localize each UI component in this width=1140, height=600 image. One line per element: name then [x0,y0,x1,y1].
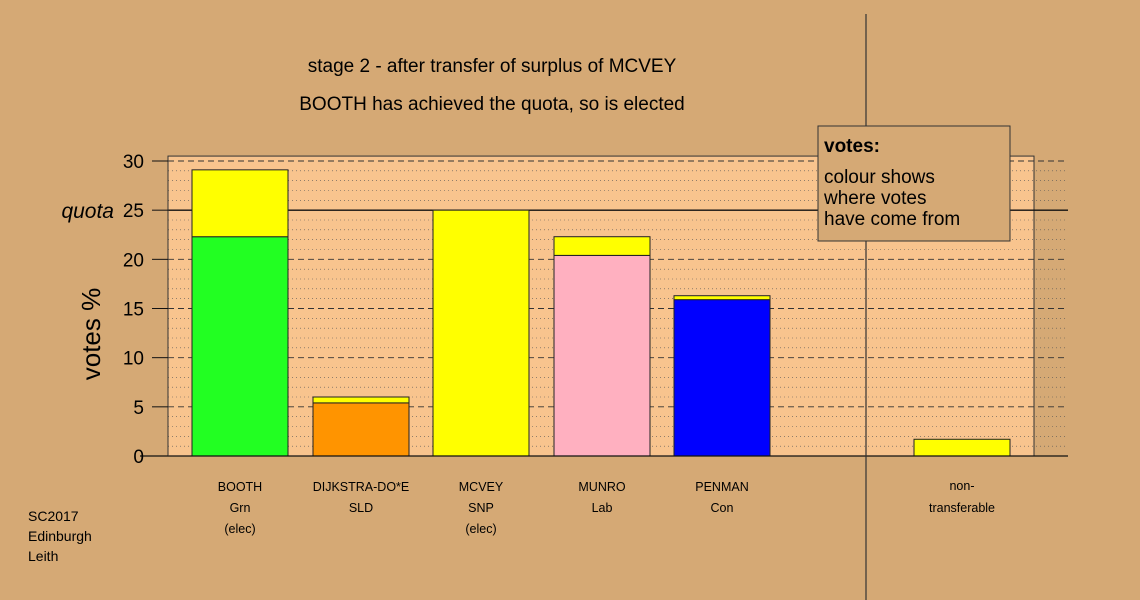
bar-segment [312,396,410,404]
candidate-label: SLD [349,501,373,515]
candidate-label: BOOTH [218,480,262,494]
bar-segment [553,254,651,457]
bar-segment [673,299,771,457]
candidate-label: Con [711,501,734,515]
y-axis-label: votes % [76,288,106,381]
bar-segment [191,169,289,238]
footer-election: SC2017 [28,508,79,524]
candidate-label: Grn [230,501,251,515]
y-tick-label: 25 [123,201,144,222]
legend-title: votes: [824,136,880,157]
candidate-label: (elec) [465,522,496,536]
candidate-label: Lab [592,501,613,515]
y-tick-label: 30 [123,152,144,173]
legend-line: colour shows [824,167,935,188]
candidate-label: (elec) [224,522,255,536]
bar-segment-nontransferable [913,438,1011,457]
candidate-label: MUNRO [578,480,625,494]
chart-subtitle: BOOTH has achieved the quota, so is elec… [299,94,685,115]
footer-council: Edinburgh [28,528,92,544]
y-ticks: 0 5 10 15 20 25 30 [123,152,168,468]
bar-segment [673,295,771,301]
bar-segment [553,236,651,256]
candidate-label: SNP [468,501,494,515]
candidate-labels: BOOTH Grn (elec) DIJKSTRA-DO*E SLD MCVEY SNP (e… [218,479,995,536]
y-tick-label: 0 [133,447,144,468]
y-tick-label: 15 [123,300,144,321]
nontransferable-label: transferable [929,501,995,515]
chart-title: stage 2 - after transfer of surplus of M… [308,56,677,77]
legend-line: have come from [824,209,960,230]
bar-segment [312,402,410,457]
y-tick-label: 5 [133,398,144,419]
y-tick-label: 20 [123,250,144,271]
candidate-label: PENMAN [695,480,748,494]
bar-segment [191,236,289,457]
legend-box: votes: colour shows where votes have com… [817,125,1011,242]
footer-ward: Leith [28,548,58,564]
bar-segment [432,209,530,457]
candidate-label: DIJKSTRA-DO*E [313,480,410,494]
legend-line: where votes [823,188,926,209]
y-tick-label: 10 [123,349,144,370]
candidate-label: MCVEY [459,480,504,494]
nontransferable-label: non- [949,479,974,493]
quota-label: quota [61,200,114,223]
